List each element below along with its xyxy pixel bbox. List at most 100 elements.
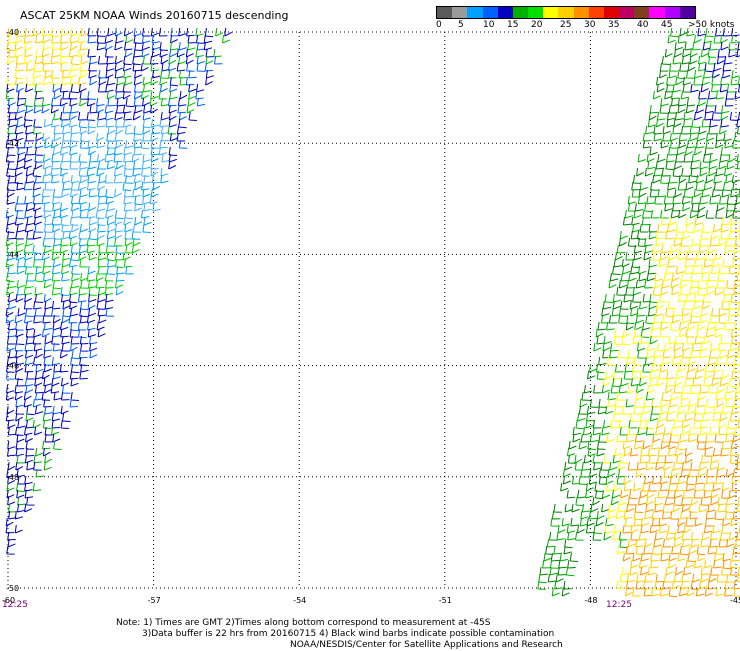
wind-barb	[52, 49, 60, 57]
wind-barb	[62, 273, 70, 281]
wind-barb	[624, 511, 632, 519]
wind-barb	[97, 322, 104, 330]
wind-barb	[658, 154, 666, 162]
wind-barb	[35, 294, 43, 303]
wind-barb	[24, 161, 31, 169]
wind-barb	[96, 210, 104, 219]
wind-barb	[169, 161, 176, 169]
wind-barb	[676, 266, 684, 274]
latitude-label: -46	[6, 362, 19, 371]
wind-barb	[664, 273, 672, 281]
wind-barb	[701, 308, 709, 316]
wind-barb	[575, 455, 582, 463]
wind-barb	[713, 413, 721, 421]
right-swath-wind-barbs	[538, 28, 740, 597]
longitude-label: -57	[148, 596, 161, 605]
wind-barb	[679, 140, 686, 148]
wind-barb	[650, 147, 658, 155]
wind-barb	[90, 154, 98, 162]
wind-barb	[44, 259, 52, 267]
wind-barb	[79, 77, 87, 85]
wind-barb	[44, 350, 52, 358]
wind-barb	[673, 56, 681, 64]
wind-barb	[613, 301, 621, 309]
wind-barb	[25, 224, 33, 232]
wind-barb	[675, 336, 683, 344]
wind-barb	[108, 224, 116, 232]
wind-barb	[15, 371, 23, 380]
wind-barb	[727, 497, 735, 505]
wind-barb	[61, 147, 69, 155]
wind-barb	[115, 133, 123, 141]
wind-barb	[71, 378, 79, 386]
wind-barb	[45, 336, 53, 344]
wind-barb	[682, 532, 690, 540]
wind-barb	[25, 210, 33, 218]
wind-barb	[685, 42, 693, 50]
wind-barb	[676, 371, 684, 379]
wind-barb	[707, 399, 715, 407]
wind-barb	[716, 476, 724, 484]
wind-barb	[641, 567, 649, 575]
wind-barb	[44, 322, 52, 330]
wind-barb	[717, 357, 725, 365]
wind-barb	[223, 35, 230, 43]
wind-barb	[721, 119, 729, 127]
wind-barb	[107, 203, 115, 211]
wind-barb	[722, 217, 730, 225]
wind-barb	[126, 140, 134, 148]
wind-barb	[602, 308, 610, 316]
wind-barb	[117, 161, 124, 169]
wind-barb	[602, 427, 610, 435]
wind-barb	[45, 385, 52, 393]
wind-barb	[635, 322, 642, 330]
wind-barb	[579, 406, 587, 414]
wind-barb	[116, 84, 124, 92]
wind-barb	[35, 84, 43, 92]
wind-barb	[107, 161, 115, 169]
wind-barb	[54, 91, 61, 99]
wind-barb	[706, 252, 714, 260]
wind-barb	[612, 490, 620, 498]
wind-barb	[620, 574, 628, 582]
wind-barb	[663, 350, 671, 358]
wind-barb	[141, 210, 149, 218]
wind-barb	[98, 203, 106, 211]
wind-barb	[548, 574, 556, 582]
wind-barb	[663, 434, 671, 442]
wind-barb	[6, 224, 14, 233]
wind-barb	[693, 266, 701, 274]
wind-barb	[52, 217, 60, 225]
wind-barb	[62, 343, 70, 351]
wind-barb	[6, 210, 14, 218]
wind-barb	[634, 483, 642, 491]
wind-barb	[188, 35, 196, 43]
wind-barb	[648, 161, 656, 169]
wind-barb	[700, 315, 708, 323]
wind-barb	[615, 329, 623, 337]
wind-barb	[70, 287, 78, 295]
wind-barb	[604, 532, 611, 540]
wind-barb	[169, 112, 176, 120]
wind-barb	[715, 252, 722, 260]
wind-barb	[713, 448, 721, 456]
wind-barb	[730, 224, 738, 232]
wind-barb	[8, 126, 16, 134]
wind-barb	[205, 63, 213, 71]
wind-barb	[134, 161, 142, 169]
wind-barb	[676, 224, 684, 232]
wind-barb	[687, 70, 695, 78]
wind-barb	[678, 105, 685, 113]
wind-barb	[716, 588, 724, 596]
wind-barb	[563, 469, 570, 477]
wind-barb	[189, 84, 197, 92]
wind-barb	[629, 273, 637, 281]
wind-barb	[539, 574, 547, 583]
wind-barb	[15, 126, 23, 134]
wind-barb	[79, 252, 86, 260]
wind-barb	[689, 357, 696, 365]
wind-barb	[88, 322, 96, 330]
wind-barb	[33, 189, 41, 197]
wind-barb	[609, 280, 616, 288]
wind-barb	[614, 525, 622, 533]
